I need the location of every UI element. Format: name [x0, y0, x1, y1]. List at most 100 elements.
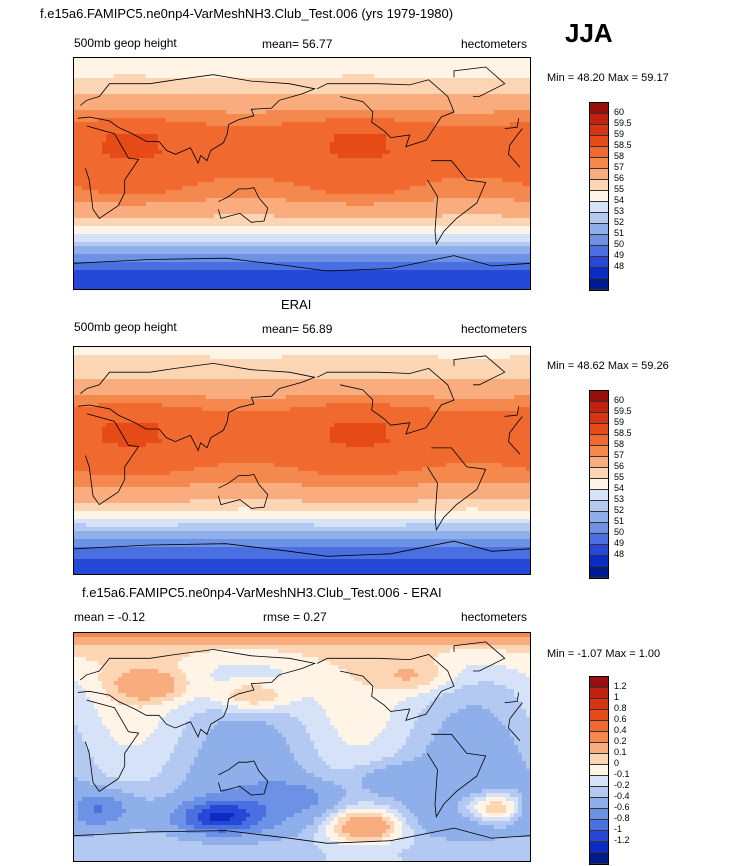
field-cell	[198, 130, 203, 135]
field-cell	[162, 78, 167, 83]
field-cell	[186, 202, 191, 207]
field-cell	[506, 198, 511, 203]
field-cell	[214, 210, 219, 215]
field-cell	[334, 146, 339, 151]
field-cell	[98, 190, 103, 195]
field-cell	[370, 198, 375, 203]
field-cell	[478, 186, 483, 191]
field-cell	[326, 74, 331, 79]
field-cell	[266, 114, 271, 119]
field-cell	[330, 226, 335, 231]
field-cell	[310, 150, 315, 155]
field-cell	[286, 226, 291, 231]
field-cell	[170, 202, 175, 207]
field-cell	[322, 174, 327, 179]
field-cell	[286, 166, 291, 171]
field-cell	[402, 82, 407, 87]
field-cell	[334, 82, 339, 87]
field-cell	[82, 66, 87, 71]
field-cell	[462, 214, 467, 219]
field-cell	[326, 198, 331, 203]
field-cell	[110, 182, 115, 187]
field-cell	[94, 198, 99, 203]
field-cell	[502, 194, 507, 199]
field-cell	[166, 198, 171, 203]
field-cell	[114, 142, 119, 147]
field-cell	[378, 170, 383, 175]
field-cell	[82, 126, 87, 131]
field-cell	[102, 218, 107, 223]
field-cell	[102, 154, 107, 159]
field-cell	[406, 86, 411, 91]
field-cell	[226, 110, 231, 115]
field-cell	[94, 106, 99, 111]
field-cell	[206, 74, 211, 79]
field-cell	[322, 178, 327, 183]
field-cell	[214, 102, 219, 107]
field-cell	[334, 58, 339, 63]
field-cell	[154, 170, 159, 175]
field-cell	[182, 138, 187, 143]
field-cell	[326, 62, 331, 67]
field-cell	[390, 226, 395, 231]
field-cell	[326, 154, 331, 159]
field-cell	[286, 102, 291, 107]
field-cell	[514, 170, 519, 175]
field-cell	[350, 102, 355, 107]
field-cell	[366, 158, 371, 163]
field-cell	[398, 98, 403, 103]
field-cell	[254, 74, 259, 79]
field-cell	[394, 202, 399, 207]
field-cell	[90, 98, 95, 103]
field-cell	[254, 58, 259, 63]
field-cell	[362, 210, 367, 215]
field-cell	[86, 94, 91, 99]
field-cell	[230, 210, 235, 215]
field-cell	[194, 66, 199, 71]
field-cell	[358, 106, 363, 111]
field-cell	[258, 166, 263, 171]
field-cell	[366, 74, 371, 79]
field-cell	[74, 210, 79, 215]
field-cell	[434, 226, 439, 231]
field-cell	[278, 114, 283, 119]
field-cell	[150, 122, 155, 127]
field-cell	[114, 214, 119, 219]
field-cell	[334, 134, 339, 139]
field-cell	[198, 70, 203, 75]
field-cell	[146, 198, 151, 203]
field-cell	[362, 122, 367, 127]
field-cell	[326, 70, 331, 75]
field-cell	[414, 206, 419, 211]
field-cell	[290, 210, 295, 215]
field-cell	[490, 174, 495, 179]
field-cell	[522, 150, 527, 155]
field-cell	[298, 150, 303, 155]
field-cell	[98, 170, 103, 175]
field-cell	[94, 154, 99, 159]
field-cell	[398, 174, 403, 179]
field-cell	[274, 182, 279, 187]
field-cell	[430, 70, 435, 75]
field-cell	[334, 78, 339, 83]
field-cell	[478, 166, 483, 171]
field-cell	[118, 214, 123, 219]
field-cell	[178, 162, 183, 167]
field-cell	[254, 218, 259, 223]
field-cell	[234, 142, 239, 147]
field-cell	[386, 70, 391, 75]
field-cell	[110, 134, 115, 139]
field-cell	[518, 170, 523, 175]
field-cell	[250, 154, 255, 159]
field-cell	[106, 146, 111, 151]
field-cell	[390, 126, 395, 131]
field-cell	[74, 190, 79, 195]
field-cell	[262, 118, 267, 123]
field-cell	[498, 66, 503, 71]
field-cell	[494, 198, 499, 203]
field-cell	[526, 90, 530, 95]
field-cell	[454, 182, 459, 187]
field-cell	[474, 134, 479, 139]
field-cell	[126, 82, 131, 87]
field-cell	[78, 66, 83, 71]
